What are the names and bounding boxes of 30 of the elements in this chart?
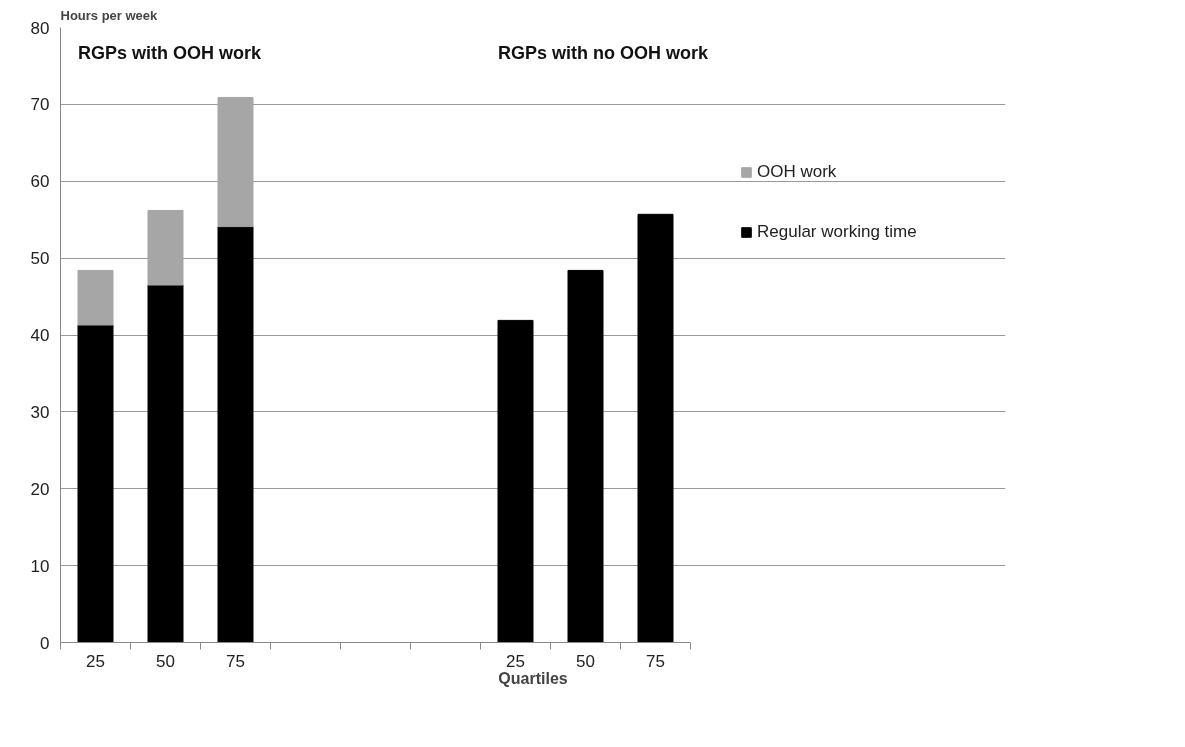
bar [497, 319, 534, 643]
y-tick-label: 10 [30, 556, 50, 576]
bar [217, 226, 254, 643]
x-tick-label: 75 [226, 651, 245, 671]
y-tick-label: 80 [30, 18, 50, 38]
x-tick-label: 50 [156, 651, 175, 671]
legend-label: OOH work [757, 162, 837, 182]
bar [77, 324, 114, 643]
y-tick-label: 40 [30, 326, 50, 345]
x-axis-title: Quartiles [498, 669, 568, 687]
annotation: RGPs with OOH work [78, 42, 263, 63]
y-tick-label: 0 [40, 633, 50, 653]
x-tick-label: 25 [506, 651, 525, 671]
y-tick-label: 60 [30, 172, 50, 192]
bar [217, 96, 254, 228]
bar [77, 269, 114, 326]
y-tick-label: 20 [30, 479, 50, 499]
bar [637, 213, 674, 643]
x-tick-label: 75 [646, 651, 665, 671]
y-tick-label: 50 [30, 249, 50, 269]
annotation: RGPs with no OOH work [498, 42, 709, 63]
y-axis-title: Hours per week [60, 7, 159, 23]
bar [147, 284, 184, 643]
x-tick-label: 25 [86, 651, 105, 671]
legend-label: Regular working time [757, 222, 917, 242]
y-tick-label: 30 [30, 402, 50, 422]
bar [147, 209, 184, 286]
bar [567, 269, 604, 643]
x-tick-label: 50 [576, 651, 595, 671]
y-tick-label: 70 [30, 95, 50, 115]
